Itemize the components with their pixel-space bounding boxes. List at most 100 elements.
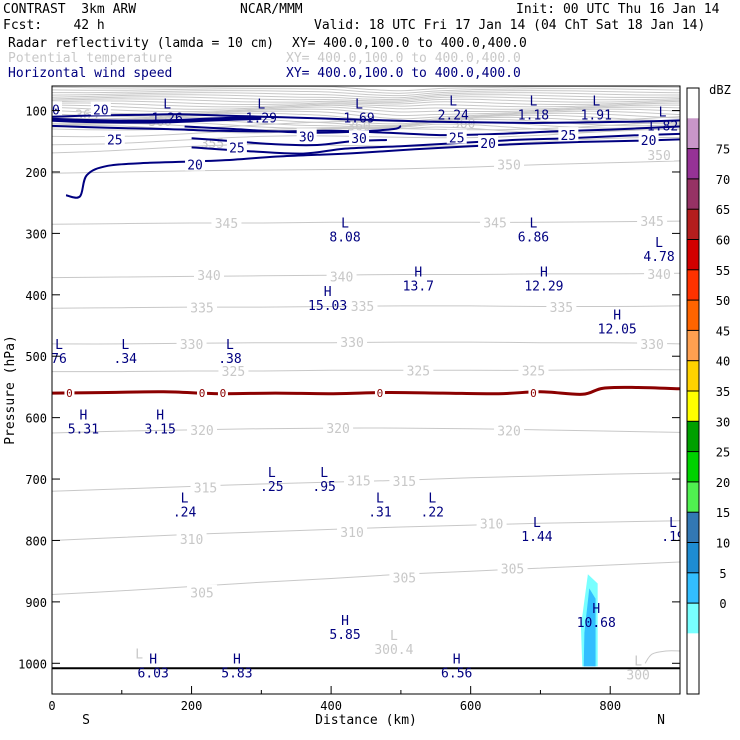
theta-label-bg xyxy=(494,422,525,437)
extremum-marker: L xyxy=(320,466,328,481)
theta-extremum-marker: L xyxy=(390,629,398,644)
init-time: Init: 00 UTC Thu 16 Jan 14 xyxy=(516,2,720,17)
theta-contour-label: 345 xyxy=(215,217,238,232)
theta-contour-upper xyxy=(52,110,680,120)
zero-isotherm-label: 0 xyxy=(377,387,384,400)
theta-extremum-value: 300.4 xyxy=(374,643,413,658)
zero-isotherm xyxy=(52,385,680,396)
wind-label-bg xyxy=(185,156,206,171)
extremum-value: 6.56 xyxy=(441,666,472,681)
theta-label-bg xyxy=(190,479,221,494)
extremum-marker: H xyxy=(233,652,241,667)
theta-contour-label: 345 xyxy=(483,216,506,231)
colorbar-units: dBZ xyxy=(709,83,731,97)
theta-contour-upper xyxy=(52,106,680,113)
wind-contour-25 xyxy=(52,124,680,137)
theta-contour-345 xyxy=(52,220,680,225)
colorbar-swatch xyxy=(687,88,699,119)
y-tick-label: 800 xyxy=(25,534,47,548)
theta-contour-label: 340 xyxy=(330,270,353,285)
colorbar-tick-label: 65 xyxy=(716,203,730,217)
colorbar-swatch xyxy=(687,663,699,694)
theta-label-bg xyxy=(644,265,675,280)
colorbar-swatch xyxy=(687,269,699,301)
wind-label-bg xyxy=(349,130,370,145)
theta-contour-upper xyxy=(52,88,680,94)
extremum-marker: H xyxy=(324,285,332,300)
extremum-value: 8.08 xyxy=(329,230,360,245)
theta-label-bg xyxy=(389,472,420,487)
colorbar-swatch xyxy=(687,391,699,422)
theta-contour-upper xyxy=(52,102,680,108)
extremum-value: 1.18 xyxy=(518,109,549,124)
theta-contour-label: 325 xyxy=(222,365,245,380)
zero-isotherm-label: 0 xyxy=(66,387,73,400)
plot-area: 305 305 305 310 310 310 315 315 315 320 320 320 325 3… xyxy=(52,86,680,684)
colorbar-tick-label: 0 xyxy=(719,597,726,611)
wind-contour-label: 20 xyxy=(187,159,203,174)
wind-label-bg xyxy=(558,127,579,142)
theta-contour-label: 340 xyxy=(647,268,670,283)
zero-label-bg xyxy=(528,387,539,400)
theta-label-bg xyxy=(476,515,507,530)
organization-label: NCAR/MMM xyxy=(240,2,303,17)
y-tick-label: 300 xyxy=(25,227,47,241)
wind-contour-20b xyxy=(65,138,680,199)
wind-contour-20-thick xyxy=(52,115,262,124)
reflectivity-cell xyxy=(580,574,598,667)
extremum-value: 1.44 xyxy=(521,530,552,545)
extremum-marker: L xyxy=(121,338,129,353)
theta-contour-label: 320 xyxy=(326,422,349,437)
extremum-value: 4.78 xyxy=(643,250,674,265)
extremum-value: .25 xyxy=(260,480,283,495)
extremum-marker: L xyxy=(655,236,663,251)
wind-contour-label: 25 xyxy=(561,129,577,144)
extremum-marker: H xyxy=(453,652,461,667)
theta-contour-label: 310 xyxy=(180,533,203,548)
colorbar-swatch xyxy=(687,512,699,543)
theta-label-bg xyxy=(637,213,668,228)
theta-label-bg xyxy=(389,569,420,584)
extremum-marker: L xyxy=(530,95,538,110)
colorbar-tick-label: 50 xyxy=(716,294,730,308)
theta-contour-label: 315 xyxy=(194,482,217,497)
theta-label-bg xyxy=(546,299,577,314)
theta-extremum-value: 300 xyxy=(626,669,649,684)
theta-label-bg xyxy=(494,156,525,171)
wind-contour-label: 30 xyxy=(351,132,367,147)
theta-label-bg xyxy=(211,214,242,229)
wind-label-bg xyxy=(226,139,247,154)
colorbar-tick-label: 35 xyxy=(716,385,730,399)
extremum-marker: L xyxy=(449,95,457,110)
theta-contour-label: 305 xyxy=(190,587,213,602)
y-tick-label: 200 xyxy=(25,166,47,180)
extremum-value: 10.68 xyxy=(577,616,616,631)
extremum-value: .22 xyxy=(421,505,444,520)
field-name-wind: Horizontal wind speed xyxy=(8,66,173,81)
theta-label-bg xyxy=(344,472,375,487)
y-tick-label: 1000 xyxy=(18,657,47,671)
extremum-marker: H xyxy=(414,265,422,280)
extremum-marker: L xyxy=(530,216,538,231)
colorbar-tick-label: 30 xyxy=(716,415,730,429)
theta-contour-label: 325 xyxy=(407,364,430,379)
theta-contour-label: 340 xyxy=(197,269,220,284)
zero-isotherm-label: 0 xyxy=(220,387,227,400)
theta-label-bg xyxy=(218,362,249,377)
colorbar-tick-label: 60 xyxy=(716,234,730,248)
theta-label-bg xyxy=(176,335,207,350)
wind-label-bg xyxy=(52,101,62,116)
theta-contour-upper xyxy=(52,104,680,110)
theta-label-bg xyxy=(347,297,378,312)
theta-contour-350 xyxy=(52,160,680,174)
colorbar-swatch xyxy=(687,633,699,664)
wind-label-bg xyxy=(478,135,499,150)
theta-contour-300 xyxy=(644,650,680,664)
colorbar-tick-label: 20 xyxy=(716,476,730,490)
theta-label-bg xyxy=(403,362,434,377)
zero-label-bg xyxy=(64,387,75,400)
colorbar-tick-label: 75 xyxy=(716,143,730,157)
x-axis-label: Distance (km) xyxy=(315,713,417,728)
extremum-marker: H xyxy=(540,265,548,280)
